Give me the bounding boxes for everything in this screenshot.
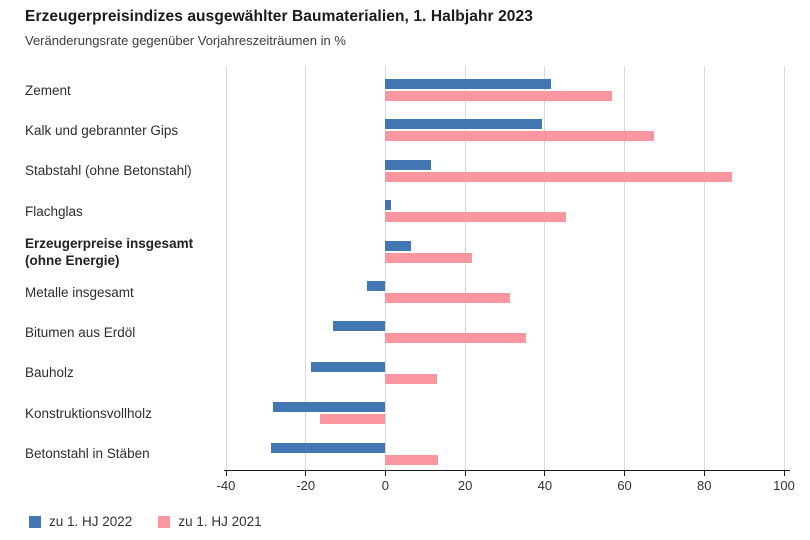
legend-item-hj2021: zu 1. HJ 2021 [158,514,262,529]
bar-hj2022 [385,119,543,130]
x-tick-label: -40 [216,478,236,493]
bar-hj2022 [271,442,386,453]
gridline [624,66,626,470]
gridline [783,66,785,470]
category-label: Stabstahl (ohne Betonstahl) [25,163,192,179]
bar-hj2021 [385,131,655,142]
bar-hj2021 [385,91,613,101]
bar-hj2022 [367,281,386,291]
gridline [703,66,705,470]
x-tick-label: 0 [381,478,390,493]
gridline [464,66,466,470]
x-tick-label: 60 [617,478,632,493]
gridline [544,66,546,470]
category-label: Bitumen aus Erdöl [25,324,136,340]
gridline [225,66,227,470]
bar-hj2021 [385,212,566,223]
x-axis-tick [384,471,386,476]
x-axis-tick [624,471,626,476]
x-tick-label: -20 [296,478,316,493]
x-axis-tick [225,471,227,476]
category-label: Betonstahl in Stäben [25,446,150,462]
category-label: Zement [25,82,71,98]
bar-hj2022 [332,321,386,332]
x-axis-tick [544,471,546,476]
x-axis-tick [464,471,466,476]
x-tick-label: 20 [457,478,473,493]
legend-label-hj2021: zu 1. HJ 2021 [178,514,262,529]
x-tick-label: 80 [697,478,712,493]
bar-hj2021 [385,293,511,303]
x-axis-tick [783,471,785,476]
legend-swatch-hj2021-icon [158,515,171,528]
x-tick-label: 100 [773,478,795,493]
bar-hj2022 [273,402,386,413]
bar-hj2021 [319,414,386,425]
bar-hj2022 [310,361,386,372]
chart-subtitle: Veränderungsrate gegenüber Vorjahreszeit… [25,33,346,48]
category-label: Konstruktionsvollholz [25,405,152,421]
bar-hj2021 [385,454,439,465]
x-axis-line [224,470,790,471]
bar-hj2021 [385,171,733,182]
bar-hj2021 [385,333,527,344]
category-label: Erzeugerpreise insgesamt (ohne Energie) [25,235,194,268]
legend-swatch-hj2022-icon [29,515,41,528]
legend: zu 1. HJ 2022 zu 1. HJ 2021 [29,514,262,529]
category-label: Bauholz [25,365,74,381]
gridline [305,66,307,470]
category-label: Metalle insgesamt [25,284,134,300]
bar-hj2022 [385,79,551,89]
gridline [384,66,386,470]
legend-item-hj2022: zu 1. HJ 2022 [29,514,132,529]
x-axis-tick [703,471,705,476]
chart-title: Erzeugerpreisindizes ausgewählter Baumat… [25,8,533,25]
bar-hj2021 [385,373,437,384]
category-label: Flachglas [25,203,83,219]
legend-label-hj2022: zu 1. HJ 2022 [49,514,133,529]
x-axis-tick [305,471,307,476]
bar-hj2022 [385,200,392,211]
x-tick-label: 40 [537,478,553,493]
bar-hj2022 [385,240,411,251]
bar-hj2021 [385,252,472,263]
category-label: Kalk und gebrannter Gips [25,122,179,138]
bar-hj2022 [385,159,432,170]
